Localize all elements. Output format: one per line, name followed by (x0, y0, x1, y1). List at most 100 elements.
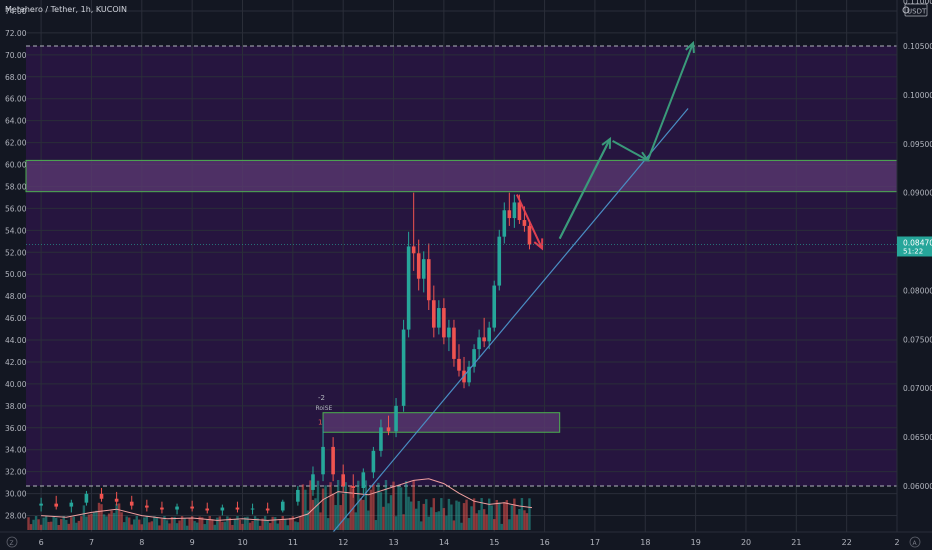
volume-bar (503, 502, 506, 530)
candle-body (99, 493, 104, 499)
volume-bar (462, 503, 466, 530)
volume-bar (505, 500, 509, 530)
volume-bar (508, 519, 511, 530)
volume-bar (223, 521, 227, 530)
volume-bar (296, 522, 300, 530)
candle-body (54, 503, 59, 507)
volume-bar (477, 510, 481, 530)
volume-bar (465, 499, 468, 530)
auto-icon[interactable] (909, 536, 921, 548)
volume-bar (367, 510, 370, 530)
volume-bar (420, 521, 423, 530)
volume-bar (120, 512, 123, 530)
left-tick-label: 54.00 (5, 226, 27, 235)
x-tick-label: 10 (237, 538, 247, 547)
left-tick-label: 34.00 (5, 446, 27, 455)
volume-bar (158, 525, 161, 530)
volume-bar (37, 519, 40, 530)
volume-bar (183, 518, 186, 530)
volume-bar (274, 517, 277, 530)
volume-bar (435, 512, 438, 530)
volume-bar (518, 508, 521, 530)
x-tick-label: 15 (489, 538, 499, 547)
volume-bar (354, 512, 357, 530)
volume-bar (57, 524, 60, 530)
x-tick-label: 6 (39, 538, 44, 547)
candle-body (341, 474, 345, 487)
x-tick-label: 20 (741, 538, 751, 547)
volume-bar (32, 519, 35, 530)
volume-bar (266, 520, 269, 530)
left-tick-label: 72.00 (5, 29, 27, 38)
volume-bar (251, 520, 254, 530)
volume-bar (379, 492, 383, 530)
candle-body (265, 508, 270, 511)
volume-bar (510, 505, 514, 530)
candle-body (497, 236, 502, 286)
volume-bar (402, 514, 405, 530)
volume-bar (357, 480, 360, 530)
volume-bar (316, 480, 320, 530)
volume-bar (334, 505, 337, 530)
volume-bar (329, 482, 332, 530)
candle-body (522, 220, 527, 226)
volume-bar (97, 502, 101, 530)
x-tick-label: 21 (791, 538, 801, 547)
volume-bar (480, 498, 483, 530)
volume-bar (493, 519, 496, 530)
volume-bar (85, 516, 88, 530)
volume-bar (112, 512, 116, 530)
volume-bar (248, 522, 252, 530)
x-tick-label: 17 (590, 538, 600, 547)
annotation-top: -2 (318, 394, 325, 402)
z-icon[interactable] (6, 536, 18, 548)
volume-bar (384, 480, 388, 530)
volume-bar (374, 520, 378, 530)
left-tick-label: 64.00 (5, 117, 27, 126)
candle-body (250, 508, 255, 510)
volume-bar (67, 523, 70, 530)
x-tick-label: 13 (389, 538, 399, 547)
volume-bar (231, 524, 234, 530)
right-tick-label: 0.07500 (903, 335, 932, 344)
right-tick-label: 0.10500 (903, 42, 932, 51)
volume-bar (145, 516, 149, 530)
candle-body (467, 366, 471, 383)
candle-body (457, 358, 461, 371)
candle-body (39, 503, 43, 506)
volume-bar (467, 517, 471, 530)
candle-body (507, 210, 512, 219)
volume-bar (173, 516, 176, 530)
volume-bar (52, 516, 55, 530)
volume-bar (311, 499, 315, 530)
volume-bar (226, 516, 229, 530)
volume-bar (427, 516, 430, 530)
left-tick-label: 44.00 (5, 336, 27, 345)
left-tick-label: 46.00 (5, 314, 27, 323)
gear-icon[interactable] (902, 6, 910, 14)
volume-bar (281, 516, 284, 530)
right-tick-label: 0.06000 (903, 482, 932, 491)
volume-bar (341, 493, 345, 530)
candle-body (190, 506, 194, 509)
volume-bar (344, 482, 347, 530)
volume-bar (87, 514, 91, 530)
volume-bar (213, 524, 217, 530)
volume-bar (276, 523, 279, 530)
volume-bar (203, 524, 206, 530)
volume-bar (27, 517, 30, 530)
candle-body (351, 486, 356, 488)
left-tick-label: 56.00 (5, 204, 27, 213)
right-tick-label: 0.10000 (903, 91, 932, 100)
right-axis-bg (897, 0, 932, 550)
volume-bar (77, 520, 81, 530)
volume-bar (190, 516, 194, 530)
candle-body (69, 502, 74, 507)
volume-bar (130, 524, 133, 530)
volume-bar (221, 521, 224, 530)
candle-body (437, 308, 441, 328)
volume-bar (404, 481, 408, 530)
projection-arrow-side (612, 139, 649, 162)
